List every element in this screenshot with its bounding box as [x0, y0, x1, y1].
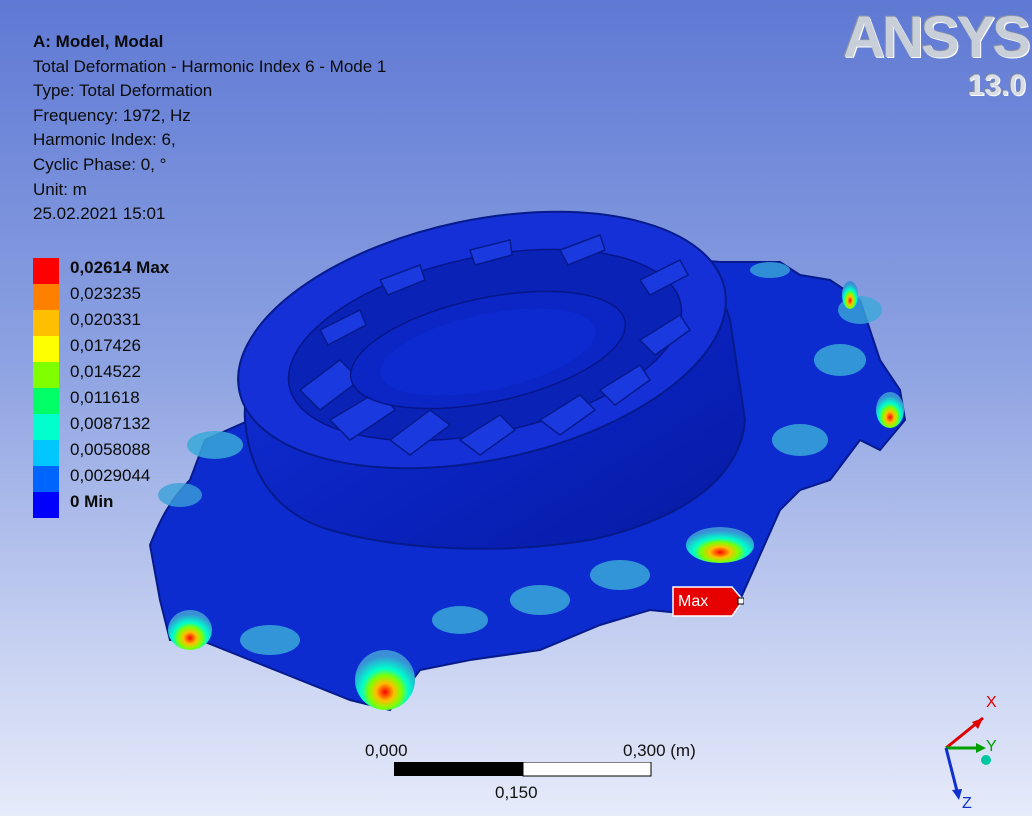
logo-name: ANSYS	[843, 5, 1031, 70]
frequency-readout: Frequency: 1972, Hz	[33, 105, 191, 125]
scale-ruler	[394, 762, 652, 777]
scale-right-label: 0,300 (m)	[623, 741, 696, 760]
legend-swatch	[33, 258, 59, 284]
legend-label: 0,023235	[70, 284, 141, 303]
legend-swatch	[33, 336, 59, 362]
legend-label: 0,0087132	[70, 414, 151, 433]
legend-swatch	[33, 362, 59, 388]
max-probe-label: Max	[678, 593, 709, 610]
legend-swatch	[33, 492, 59, 518]
cyclic-phase-readout: Cyclic Phase: 0, °	[33, 154, 167, 174]
max-probe-tag[interactable]	[672, 586, 744, 618]
model-title: A: Model, Modal	[33, 32, 164, 51]
triad-y-label: Y	[986, 738, 997, 755]
coordinate-triad[interactable]: X Y Z	[928, 690, 1018, 812]
legend-swatch	[33, 284, 59, 310]
result-info-block: A: Model, Modal Total Deformation - Harm…	[33, 30, 386, 227]
unit-readout: Unit: m	[33, 179, 87, 199]
logo-version: 13.0	[967, 69, 1026, 102]
legend-label: 0 Min	[70, 492, 114, 511]
legend-label: 0,017426	[70, 336, 141, 355]
triad-z-label: Z	[962, 795, 972, 812]
legend-swatch	[33, 440, 59, 466]
legend-label: 0,011618	[70, 388, 140, 407]
scale-middle-label: 0,150	[495, 783, 538, 802]
legend-label: 0,0058088	[70, 440, 151, 459]
legend-label: 0,02614 Max	[70, 258, 170, 277]
legend-label: 0,020331	[70, 310, 141, 329]
legend-swatch	[33, 466, 59, 492]
scale-bar: 0,000 0,300 (m) 0,150	[360, 738, 720, 808]
legend-label: 0,0029044	[70, 466, 151, 485]
ansys-logo: ANSYS 13.0	[822, 5, 1031, 104]
legend-swatch	[33, 414, 59, 440]
result-type: Type: Total Deformation	[33, 81, 213, 101]
legend-swatch	[33, 388, 59, 414]
timestamp: 25.02.2021 15:01	[33, 204, 166, 224]
triad-axes	[944, 716, 991, 800]
result-name: Total Deformation - Harmonic Index 6 - M…	[33, 56, 387, 76]
legend-swatch	[33, 310, 59, 336]
legend-label: 0,014522	[70, 362, 141, 381]
scale-left-label: 0,000	[365, 741, 408, 760]
harmonic-index-readout: Harmonic Index: 6,	[33, 130, 176, 150]
triad-x-label: X	[986, 694, 997, 711]
